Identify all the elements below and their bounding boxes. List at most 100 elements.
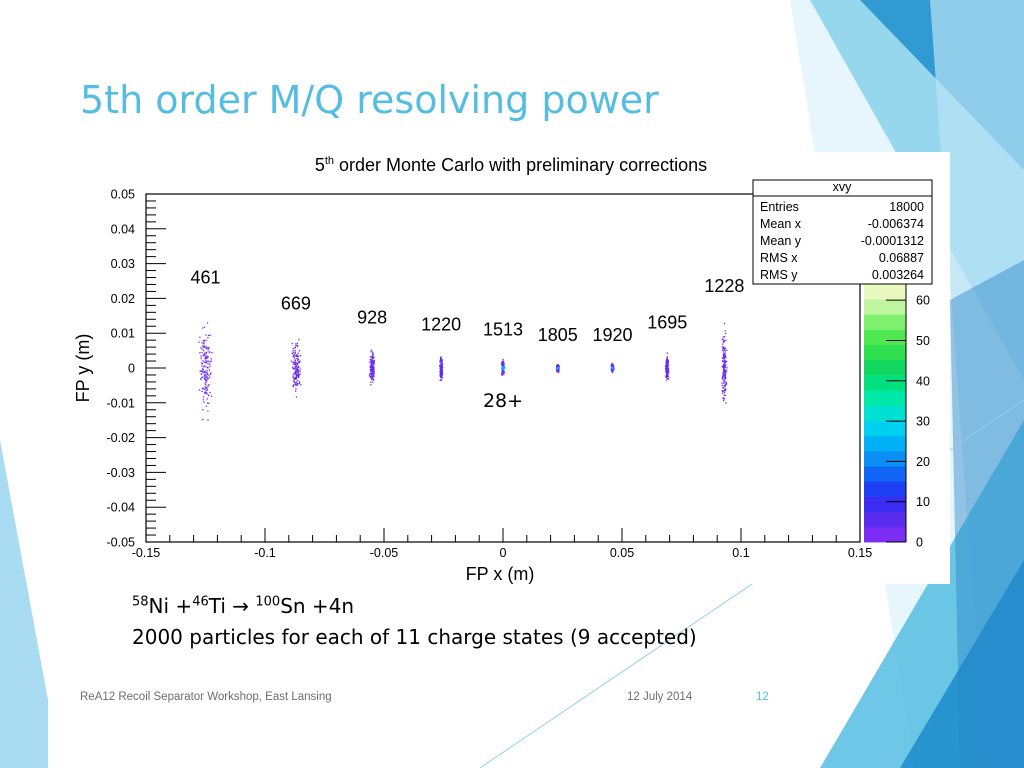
scatter-point [666, 358, 669, 360]
scatter-point [724, 356, 726, 358]
scatter-point [724, 355, 727, 358]
scatter-point [210, 358, 212, 360]
scatter-point [200, 355, 202, 357]
scatter-point [667, 364, 670, 366]
scatter-point [611, 365, 613, 368]
scatter-point [203, 361, 206, 363]
x-tick-label: 0.1 [732, 546, 749, 560]
scatter-point [439, 369, 442, 371]
scatter-point [503, 362, 505, 365]
colorbar-segment [864, 526, 906, 543]
scatter-point [294, 361, 296, 363]
scatter-point [294, 367, 297, 369]
scatter-point [440, 358, 442, 360]
colorbar-tick-label: 30 [916, 415, 930, 429]
scatter-point [295, 384, 297, 386]
scatter-point [295, 373, 298, 375]
scatter-point [557, 368, 559, 370]
scatter-point [373, 374, 375, 377]
scatter-point [665, 369, 668, 371]
scatter-point [556, 367, 558, 369]
colorbar-segment [864, 314, 906, 330]
scatter-point [206, 374, 208, 376]
stats-row-value: 0.06887 [879, 251, 924, 265]
scatter-point [665, 377, 668, 379]
scatter-point [723, 381, 725, 384]
scatter-point [724, 332, 727, 335]
scatter-point [203, 353, 205, 356]
scatter-point [724, 351, 727, 353]
footer-workshop: ReA12 Recoil Separator Workshop, East La… [80, 691, 332, 703]
scatter-point [372, 371, 374, 373]
scatter-point [370, 351, 372, 353]
scatter-point [292, 355, 295, 357]
scatter-point [206, 398, 208, 400]
scatter-point [370, 358, 372, 361]
scatter-point [298, 339, 300, 341]
scatter-point [440, 366, 443, 369]
scatter-point [439, 379, 441, 382]
scatter-point [297, 365, 299, 368]
scatter-point [721, 365, 724, 368]
scatter-point [372, 375, 374, 377]
scatter-point [556, 369, 559, 372]
scatter-point [205, 387, 207, 389]
scatter-point [203, 378, 206, 380]
scatter-point [296, 367, 298, 370]
scatter-point [723, 340, 726, 343]
y-tick-label: 0.04 [111, 222, 135, 236]
scatter-point [204, 352, 206, 354]
colorbar-tick-label: 20 [916, 455, 930, 469]
scatter-point [611, 363, 614, 366]
scatter-point [296, 362, 298, 364]
scatter-point [610, 364, 613, 366]
scatter-point [295, 363, 297, 366]
scatter-point [198, 389, 201, 391]
scatter-point [296, 344, 298, 347]
scatter-point [202, 388, 204, 390]
scatter-point [293, 371, 296, 374]
scatter-point [292, 380, 295, 382]
scatter-point [207, 410, 209, 412]
scatter-point [200, 370, 202, 372]
scatter-point [723, 365, 725, 367]
scatter-point [206, 357, 208, 360]
scatter-point [665, 367, 668, 369]
scatter-point [722, 356, 725, 358]
scatter-point [371, 373, 374, 376]
scatter-point [204, 356, 206, 358]
scatter-point [199, 352, 201, 354]
scatter-point [204, 357, 206, 360]
scatter-point [210, 395, 213, 397]
scatter-point [294, 370, 297, 372]
scatter-point [206, 355, 208, 357]
scatter-point [723, 399, 725, 402]
scatter-point [207, 349, 209, 351]
scatter-point [726, 367, 728, 369]
slide-title: 5th order M/Q resolving power [80, 78, 659, 122]
scatter-point [724, 347, 727, 349]
scatter-point [724, 349, 726, 352]
scatter-point [298, 366, 300, 368]
scatter-point [297, 375, 300, 377]
colorbar-tick-label: 40 [916, 374, 930, 388]
scatter-point [373, 371, 375, 373]
scatter-points [198, 322, 728, 421]
scatter-point [202, 371, 204, 373]
scatter-point [203, 375, 206, 377]
scatter-point [369, 368, 372, 371]
scatter-point [207, 360, 210, 362]
y-tick-label: 0 [128, 362, 135, 376]
scatter-point [721, 376, 724, 378]
scatter-point [665, 375, 667, 377]
scatter-point [293, 380, 295, 383]
scatter-point [297, 352, 299, 354]
scatter-point [290, 360, 293, 362]
scatter-point [725, 339, 727, 342]
scatter-point [292, 348, 294, 350]
scatter-point [202, 340, 204, 342]
scatter-point [557, 366, 559, 369]
colorbar-segment [864, 481, 906, 497]
scatter-point [202, 409, 204, 411]
scatter-point [372, 381, 374, 383]
